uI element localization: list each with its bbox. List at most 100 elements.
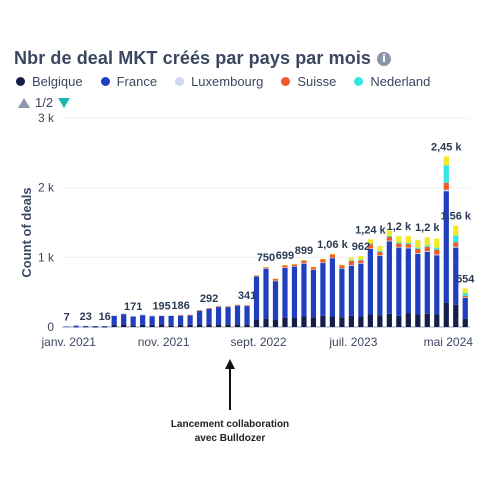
bar-segment [272,320,279,327]
bar-segment [92,326,98,327]
x-tick-label: janv. 2021 [40,335,96,349]
data-label: 554 [456,273,475,285]
bar-segment [367,244,373,249]
bar-segment [177,324,184,327]
bar-segment [462,288,468,294]
bar-segment [320,259,326,263]
bar-segment [206,308,212,325]
annotation-line-1: Lancement collaboration [170,419,290,430]
legend-item-france[interactable]: France [100,74,158,89]
bar-segment [310,317,317,327]
bar-segment [225,306,231,325]
data-label: 1,2 k [415,222,440,234]
bar-segment [234,324,241,327]
bar-segment [196,310,203,311]
bar-segment [405,247,411,249]
bar-segment [377,255,383,316]
bar-segment [291,317,298,327]
data-label: 171 [124,301,142,313]
legend-next-page-icon[interactable] [58,97,71,108]
bar-segment [121,313,127,325]
bar-segment [244,305,250,307]
bar-segment [149,315,155,317]
legend-page-indicator: 1/2 [35,95,54,110]
bar-segment [329,257,336,259]
data-label: 962 [352,241,370,253]
bar-segment [272,280,279,282]
legend-item-suisse[interactable]: Suisse [281,74,336,89]
bar-segment [159,324,165,327]
legend-item-luxembourg[interactable]: Luxembourg [175,74,263,89]
data-label: 16 [99,311,111,323]
data-label: 292 [200,293,218,305]
info-icon[interactable]: i [377,51,392,66]
legend-label-nederland: Nederland [370,74,431,89]
bar-segment [453,304,459,327]
bar-segment [215,306,222,308]
bar-segment [462,318,468,327]
data-label: 23 [80,311,92,323]
bar-segment [377,251,383,256]
bar-segment [168,325,174,327]
bar-segment [348,257,355,261]
data-label: 899 [295,245,313,257]
x-tick-label: mai 2024 [424,335,474,349]
bar-segment [443,165,449,183]
bar-segment [310,266,317,268]
annotation-arrow-head [225,359,235,369]
bar-segment [348,265,355,266]
legend-item-belgique[interactable]: Belgique [16,74,83,89]
bar-segment [453,242,459,247]
bar-segment [462,297,468,319]
bar-segment [329,258,336,317]
bar-segment [462,293,468,296]
legend-dot-luxembourg [175,77,185,86]
bar-segment [272,281,279,321]
bar-segment [140,324,146,327]
x-tick-label: nov. 2021 [138,335,190,349]
bar-segment [415,239,421,248]
bar-segment [367,243,373,245]
bar-segment [196,324,203,327]
bar-segment [310,269,317,318]
bar-segment [225,306,231,308]
bar-segment [159,315,165,316]
bar-segment [206,324,212,327]
legend-dot-suisse [281,77,291,86]
bar-segment [291,266,298,267]
bar-segment [396,315,402,327]
bar-segment [339,264,345,266]
bar-segment [92,326,98,328]
data-label: 750 [257,252,275,264]
legend-item-nederland[interactable]: Nederland [354,74,430,89]
bar-segment [386,240,392,242]
bar-segment [253,276,260,320]
bar-segment [329,316,336,327]
bar-segment [339,317,345,327]
bar-segment [424,251,430,252]
bar-segment [377,245,383,251]
data-label: 186 [171,300,189,312]
bar-segment [453,225,459,236]
bar-segment [386,235,392,237]
bar-segment [187,324,193,327]
bar-segment [405,243,411,245]
bar-segment [111,315,117,316]
bar-segment [263,268,269,319]
bar-segment [168,315,174,326]
bar-segment [396,242,402,244]
bar-segment [272,278,279,280]
legend-label-luxembourg: Luxembourg [191,74,264,89]
bar-segment [244,305,250,325]
bar-segment [215,306,222,307]
bar-segment [140,314,146,316]
bar-segment [301,263,307,317]
legend-dot-nederland [354,77,364,86]
bar-segment [102,326,108,328]
bar-segment [253,275,260,277]
bar-segment [377,250,383,252]
legend-label-france: France [116,74,158,89]
bar-segment [282,265,288,268]
legend-label-suisse: Suisse [297,74,337,89]
legend-prev-page-icon[interactable] [18,97,30,108]
